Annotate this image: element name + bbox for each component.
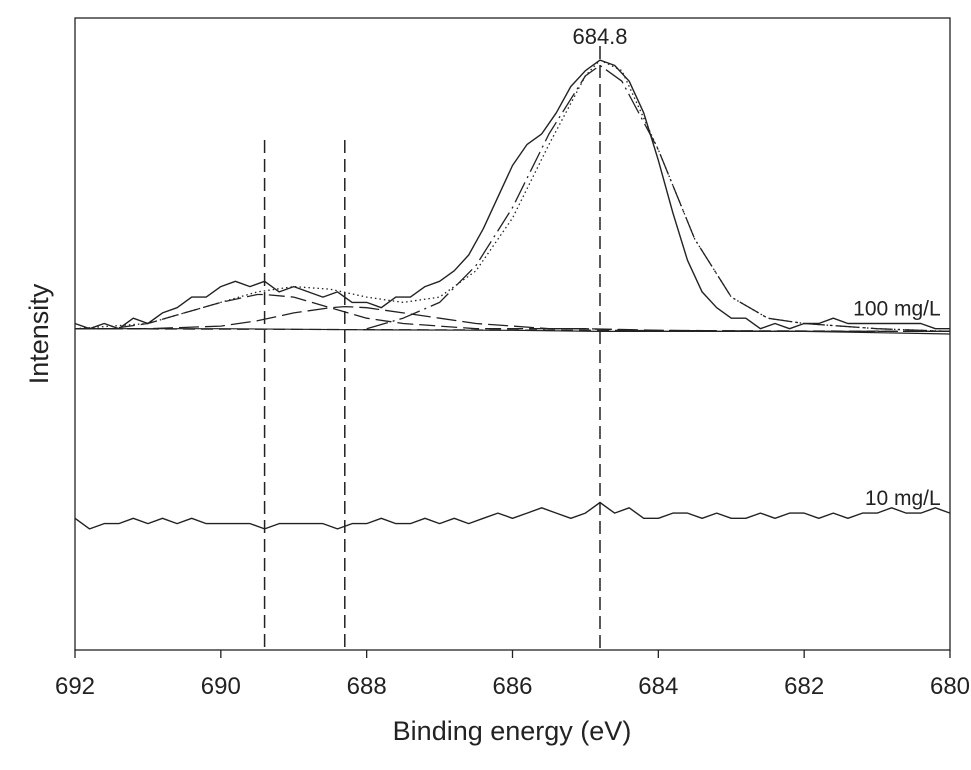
annotations: 100 mg/L 10 mg/L: [853, 298, 941, 511]
annotation-0: 100 mg/L: [853, 298, 941, 321]
series-line-6: [74, 501, 951, 530]
x-tick-label-692: 692: [55, 673, 95, 700]
series-line-2: [366, 64, 951, 333]
series-layer: [74, 59, 951, 530]
reference-line-label: 684.8: [572, 24, 627, 49]
reference-lines: 684.8: [263, 24, 628, 650]
series-line-4: [75, 305, 950, 333]
plot-frame: [74, 17, 951, 651]
x-tick-label-686: 686: [492, 673, 532, 700]
series-line-3: [75, 293, 950, 333]
y-axis-label: Intensity: [24, 283, 54, 384]
x-tick-label-684: 684: [638, 673, 678, 700]
x-tick-label-680: 680: [930, 673, 970, 700]
zero-baseline-line: [74, 328, 951, 332]
series-line-1: [74, 59, 951, 333]
x-axis: 692 690 688 686 684 682 680: [55, 650, 970, 700]
x-tick-label-682: 682: [784, 673, 824, 700]
x-axis-label: Binding energy (eV): [393, 716, 632, 746]
annotation-1: 10 mg/L: [865, 487, 941, 510]
x-tick-label-688: 688: [347, 673, 387, 700]
series-line-0: [74, 59, 950, 330]
x-tick-label-690: 690: [201, 673, 241, 700]
